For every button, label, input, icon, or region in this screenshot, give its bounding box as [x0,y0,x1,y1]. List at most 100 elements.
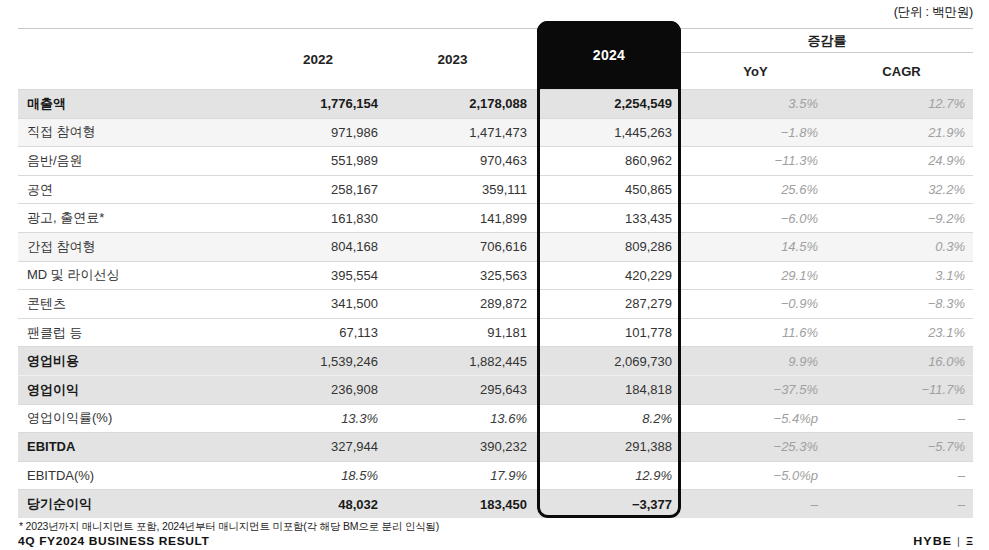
value-2022: 1,539,246 [258,354,378,369]
value-2022: 971,986 [258,125,378,140]
value-cagr: 24.9% [830,153,973,168]
column-header-2022: 2022 [258,29,378,89]
value-2023: 1,471,473 [378,125,527,140]
earnings-slide: (단위 : 백만원) 2022 2023 증감률 YoY CAGR 매출액1,7… [0,0,989,550]
value-2022: 18.5% [258,468,378,483]
table-row: MD 및 라이선싱395,554325,563420,22929.1%3.1% [18,261,973,290]
unit-note: (단위 : 백만원) [894,4,973,21]
table-row: 직접 참여형971,9861,471,473 1,445,263−1.8%21.9… [18,118,973,147]
value-2022: 341,500 [258,296,378,311]
value-cagr: −11.7% [830,382,973,397]
value-2022: 551,989 [258,153,378,168]
value-cagr: – [830,497,973,512]
row-label-column-header [18,29,258,89]
logo-divider: | [957,535,961,546]
value-2022: 236,908 [258,382,378,397]
value-2024: 8.2% [537,411,681,426]
slide-footer: 4Q FY2024 BUSINESS RESULT HYBE | Ξ [18,534,973,548]
value-2023: 17.9% [378,468,527,483]
value-2022: 1,776,154 [258,96,378,111]
value-2024: 287,279 [537,296,681,311]
value-2024: 809,286 [537,239,681,254]
header-2024-spacer [537,29,681,89]
row-label: 공연 [18,181,258,199]
value-cagr: 23.1% [830,325,973,340]
value-2024: 2,069,730 [537,354,681,369]
row-label: EBITDA(%) [18,468,258,483]
value-2024: 12.9% [537,468,681,483]
value-yoy: 25.6% [681,182,830,197]
table-row: 간접 참여형804,168706,616809,28614.5%0.3% [18,232,973,261]
row-label: 직접 참여형 [18,123,258,141]
value-cagr: – [830,411,973,426]
row-label: MD 및 라이선싱 [18,266,258,284]
table-row: 음반/음원551,989970,463860,962−11.3%24.9% [18,146,973,175]
value-2024: 101,778 [537,325,681,340]
value-cagr: 32.2% [830,182,973,197]
value-yoy: −25.3% [681,439,830,454]
value-2023: 295,643 [378,382,527,397]
row-label: 콘텐츠 [18,295,258,313]
value-2023: 970,463 [378,153,527,168]
row-label: 영업비용 [18,352,258,370]
row-label: EBITDA [18,439,258,454]
table-row: 콘텐츠341,500289,872287,279−0.9%−8.3% [18,289,973,318]
column-header-2023: 2023 [378,29,527,89]
value-yoy: 14.5% [681,239,830,254]
table-row: 당기순이익48,032183,450−3,377–– [18,489,973,518]
hybe-logo: HYBE | Ξ [913,535,973,548]
value-2022: 13.3% [258,411,378,426]
row-label: 간접 참여형 [18,238,258,256]
value-2023: 141,899 [378,211,527,226]
value-2024: 420,229 [537,268,681,283]
value-yoy: −37.5% [681,382,830,397]
value-cagr: −9.2% [830,211,973,226]
value-cagr: 21.9% [830,125,973,140]
value-yoy: −0.9% [681,296,830,311]
value-2022: 67,113 [258,325,378,340]
value-cagr: −8.3% [830,296,973,311]
change-rate-header-group: 증감률 YoY CAGR [681,29,973,89]
table-row: 광고, 출연료*161,830141,899133,435−6.0%−9.2% [18,203,973,232]
financial-results-table: 2022 2023 증감률 YoY CAGR 매출액1,776,1542,178… [18,28,973,518]
value-yoy: 3.5% [681,96,830,111]
header-spacer [527,29,537,89]
value-2023: 706,616 [378,239,527,254]
hybe-bars-icon: Ξ [966,535,973,546]
value-cagr: 16.0% [830,354,973,369]
row-label: 영업이익 [18,381,258,399]
value-2022: 258,167 [258,182,378,197]
value-2024: 184,818 [537,382,681,397]
table-row: 팬클럽 등67,11391,181101,77811.6%23.1% [18,318,973,347]
value-cagr: 0.3% [830,239,973,254]
value-2024: 133,435 [537,211,681,226]
value-yoy: −5.0%p [681,468,830,483]
value-2023: 183,450 [378,497,527,512]
value-2024: 2,254,549 [537,96,681,111]
value-yoy: −5.4%p [681,411,830,426]
value-yoy: 11.6% [681,325,830,340]
row-label: 영업이익률(%) [18,409,258,427]
value-cagr: −5.7% [830,439,973,454]
value-2024: 1,445,263 [537,125,681,140]
value-2023: 390,232 [378,439,527,454]
table-row: 매출액1,776,1542,178,0882,254,5493.5%12.7% [18,89,973,118]
value-yoy: – [681,497,830,512]
table-row: 영업이익236,908295,643 184,818−37.5%−11.7% [18,375,973,404]
value-yoy: −1.8% [681,125,830,140]
table-row: EBITDA(%)18.5%17.9% 12.9%−5.0%p– [18,461,973,490]
footnote: * 2023년까지 매니지먼트 포함, 2024년부터 매니지먼트 미포함(각 … [19,520,439,534]
value-2024: 450,865 [537,182,681,197]
value-2024: 291,388 [537,439,681,454]
value-2023: 13.6% [378,411,527,426]
value-2022: 48,032 [258,497,378,512]
row-label: 팬클럽 등 [18,324,258,342]
value-cagr: 12.7% [830,96,973,111]
table-row: 영업이익률(%)13.3%13.6% 8.2%−5.4%p– [18,404,973,433]
value-cagr: – [830,468,973,483]
column-header-change-rate: 증감률 [681,29,973,53]
column-header-cagr: CAGR [830,53,973,89]
value-2022: 161,830 [258,211,378,226]
hybe-wordmark: HYBE [913,535,952,548]
value-2023: 325,563 [378,268,527,283]
